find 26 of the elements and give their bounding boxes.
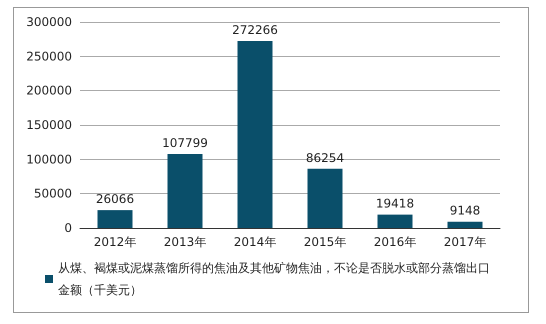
y-tick-label: 300000	[26, 15, 72, 29]
y-tick-label: 100000	[26, 152, 72, 166]
legend-label: 从煤、褐煤或泥煤蒸馏所得的焦油及其他矿物焦油，不论是否脱水或部分蒸馏出口金额（千美元）	[58, 261, 490, 297]
y-tick-label: 50000	[34, 186, 72, 201]
x-tick-label: 2012年	[94, 235, 136, 249]
y-tick-label: 200000	[26, 84, 72, 98]
bar	[308, 168, 342, 228]
x-tick-label: 2013年	[164, 235, 206, 249]
bar	[168, 154, 202, 228]
x-tick-label: 2014年	[234, 235, 276, 249]
data-label: 26066	[96, 192, 134, 206]
data-label: 107799	[162, 136, 208, 150]
data-label: 19418	[376, 196, 414, 211]
y-tick-label: 0	[64, 221, 72, 235]
bar	[448, 222, 482, 228]
data-label: 86254	[306, 150, 344, 165]
bar	[98, 210, 132, 228]
bar	[378, 214, 412, 228]
y-tick-label: 250000	[26, 49, 72, 64]
data-label: 272266	[232, 23, 278, 38]
data-label: 9148	[450, 204, 480, 218]
bar	[238, 41, 272, 228]
y-tick-label: 150000	[26, 118, 72, 132]
x-tick-label: 2017年	[444, 235, 486, 249]
x-tick-label: 2016年	[374, 235, 416, 249]
x-tick-label: 2015年	[304, 235, 346, 249]
